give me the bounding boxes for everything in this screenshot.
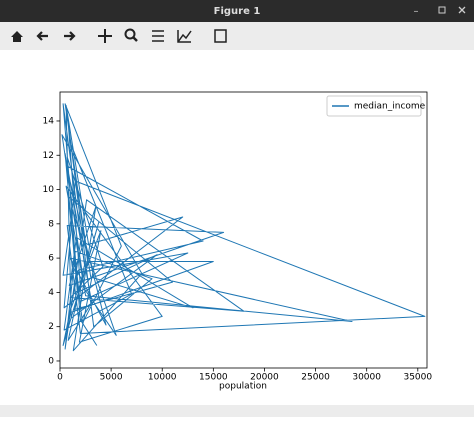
title-bar (0, 0, 474, 22)
x-tick-label: 10000 (148, 373, 177, 383)
pan-button[interactable] (98, 29, 112, 43)
x-tick-label: 5000 (100, 373, 123, 383)
y-tick-label: 6 (48, 254, 54, 264)
y-tick-label: 2 (48, 322, 54, 332)
zoom-button[interactable] (124, 28, 138, 42)
x-tick-label: 35000 (403, 373, 432, 383)
subplots-button[interactable] (152, 30, 164, 42)
edit-axis-button[interactable] (177, 30, 192, 43)
y-tick-label: 12 (43, 151, 54, 161)
legend-box (326, 95, 422, 117)
axes (61, 103, 426, 352)
status-bar (0, 405, 474, 417)
maximize-button[interactable] (438, 6, 446, 14)
x-tick-label: 25000 (301, 373, 330, 383)
forward-button[interactable] (64, 31, 76, 41)
save-button[interactable] (214, 29, 227, 43)
y-tick-label: 0 (48, 356, 54, 366)
series-line (61, 103, 426, 352)
close-button[interactable] (458, 6, 466, 14)
y-tick-label: 10 (43, 185, 55, 195)
toolbar (0, 22, 474, 50)
x-tick-label: 0 (57, 373, 63, 383)
axes-frame (59, 91, 428, 369)
minimize-button[interactable]: – (414, 6, 419, 17)
x-tick-label: 20000 (250, 373, 279, 383)
back-button[interactable] (36, 31, 48, 41)
x-tick-label: 30000 (352, 373, 381, 383)
window-title: Figure 1 (214, 6, 261, 17)
y-tick-label: 14 (43, 116, 55, 126)
x-tick-label: 15000 (199, 373, 228, 383)
y-tick-label: 8 (48, 219, 54, 229)
y-tick-label: 4 (48, 288, 54, 298)
home-button[interactable] (11, 31, 23, 42)
legend-label: median_income (354, 102, 426, 112)
x-axis-label: population (219, 382, 267, 392)
